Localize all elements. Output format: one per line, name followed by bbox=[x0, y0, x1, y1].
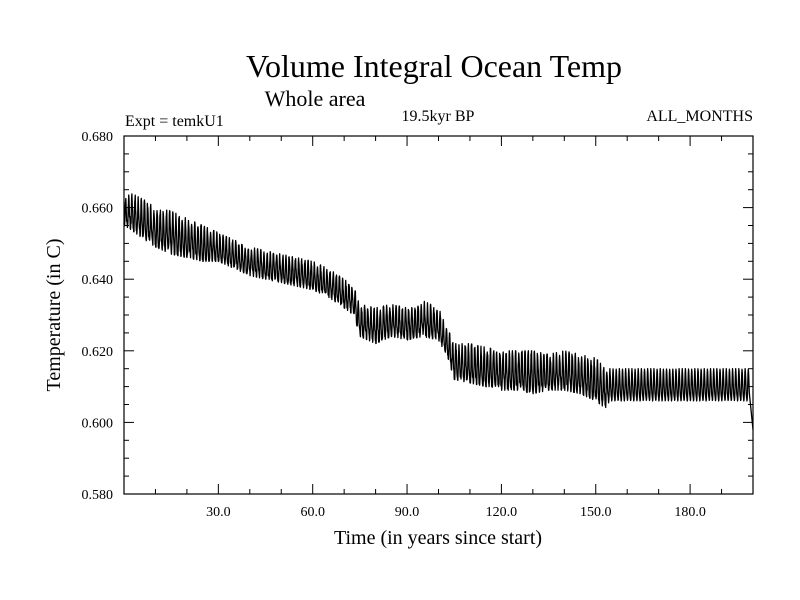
series-line bbox=[123, 193, 754, 430]
x-tick-label: 180.0 bbox=[674, 505, 706, 520]
y-tick-label: 0.620 bbox=[82, 345, 114, 360]
chart-title: Volume Integral Ocean Temp bbox=[246, 48, 622, 84]
chart-subtitle: Whole area bbox=[265, 86, 366, 111]
y-axis-label: Temperature (in C) bbox=[43, 239, 65, 392]
y-tick-label: 0.600 bbox=[82, 416, 114, 431]
x-tick-label: 150.0 bbox=[580, 505, 612, 520]
plot-area bbox=[123, 193, 754, 430]
x-axis-label: Time (in years since start) bbox=[334, 527, 542, 549]
y-tick-label: 0.580 bbox=[82, 488, 114, 503]
y-tick-label: 0.660 bbox=[82, 202, 114, 217]
x-axis: 30.0 60.0 90.0 120.0 150.0 180.0 bbox=[154, 136, 723, 520]
experiment-label: Expt = temkU1 bbox=[125, 113, 224, 130]
y-tick-label: 0.640 bbox=[82, 273, 114, 288]
plot-frame bbox=[123, 135, 754, 495]
y-tick-label: 0.680 bbox=[82, 130, 114, 145]
y-axis: 0.580 0.600 0.620 0.640 0.660 0.680 bbox=[82, 130, 753, 503]
x-tick-label: 120.0 bbox=[486, 505, 518, 520]
x-tick-label: 60.0 bbox=[300, 505, 325, 520]
period-label: 19.5kyr BP bbox=[402, 108, 475, 125]
months-label: ALL_MONTHS bbox=[646, 108, 753, 125]
x-tick-label: 90.0 bbox=[395, 505, 420, 520]
x-tick-label: 30.0 bbox=[206, 505, 231, 520]
